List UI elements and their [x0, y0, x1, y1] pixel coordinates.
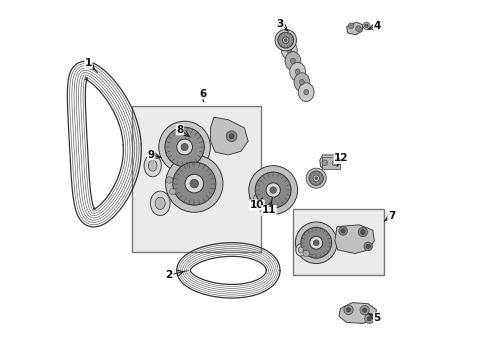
- Circle shape: [305, 168, 325, 188]
- Circle shape: [303, 250, 309, 257]
- Polygon shape: [319, 155, 340, 169]
- Circle shape: [277, 32, 293, 48]
- Ellipse shape: [293, 73, 309, 91]
- Text: 7: 7: [387, 211, 394, 221]
- Circle shape: [228, 134, 234, 139]
- Circle shape: [300, 227, 331, 258]
- Circle shape: [284, 39, 286, 41]
- Circle shape: [226, 131, 237, 141]
- Circle shape: [255, 172, 290, 208]
- Circle shape: [362, 308, 366, 312]
- Circle shape: [165, 155, 223, 212]
- Circle shape: [181, 143, 188, 150]
- Circle shape: [366, 317, 371, 321]
- Ellipse shape: [290, 58, 295, 64]
- Ellipse shape: [298, 83, 313, 102]
- Circle shape: [165, 177, 172, 183]
- Circle shape: [346, 308, 350, 312]
- Ellipse shape: [281, 41, 297, 59]
- Polygon shape: [334, 225, 373, 253]
- Text: 1: 1: [85, 58, 92, 68]
- Circle shape: [360, 230, 365, 234]
- Circle shape: [169, 188, 176, 195]
- Ellipse shape: [144, 154, 161, 177]
- Ellipse shape: [253, 194, 261, 204]
- Circle shape: [190, 179, 198, 188]
- Circle shape: [343, 305, 352, 315]
- Ellipse shape: [295, 69, 299, 75]
- Bar: [131, 107, 260, 252]
- Circle shape: [282, 37, 288, 43]
- Circle shape: [172, 162, 215, 205]
- Circle shape: [340, 229, 345, 233]
- Text: 6: 6: [199, 89, 206, 99]
- Circle shape: [312, 175, 319, 181]
- Circle shape: [176, 139, 192, 155]
- Ellipse shape: [150, 191, 170, 216]
- Polygon shape: [338, 303, 376, 323]
- Circle shape: [321, 160, 327, 166]
- Circle shape: [265, 183, 280, 197]
- Text: 4: 4: [373, 21, 380, 31]
- Circle shape: [159, 121, 210, 173]
- Ellipse shape: [299, 79, 304, 85]
- Circle shape: [364, 314, 373, 323]
- Text: 2: 2: [165, 270, 172, 280]
- Circle shape: [248, 166, 297, 215]
- Ellipse shape: [298, 247, 303, 253]
- Ellipse shape: [289, 62, 305, 81]
- Circle shape: [164, 127, 204, 167]
- Circle shape: [184, 174, 203, 193]
- Circle shape: [331, 160, 337, 166]
- Ellipse shape: [148, 160, 157, 171]
- Bar: [292, 209, 384, 275]
- Bar: [321, 157, 339, 168]
- Text: 8: 8: [176, 125, 183, 135]
- Circle shape: [363, 242, 372, 251]
- Circle shape: [357, 227, 367, 237]
- Circle shape: [314, 177, 317, 180]
- Circle shape: [309, 236, 322, 249]
- Circle shape: [313, 240, 319, 246]
- Circle shape: [355, 26, 361, 32]
- Circle shape: [274, 30, 296, 51]
- Text: 11: 11: [261, 206, 276, 216]
- Text: 12: 12: [333, 153, 348, 163]
- Circle shape: [295, 222, 336, 264]
- Ellipse shape: [295, 244, 305, 256]
- Ellipse shape: [249, 189, 264, 208]
- Circle shape: [359, 306, 368, 315]
- Ellipse shape: [285, 51, 300, 70]
- Text: 3: 3: [276, 19, 284, 29]
- Text: 5: 5: [373, 313, 380, 323]
- Text: 10: 10: [249, 200, 264, 210]
- Ellipse shape: [155, 197, 165, 210]
- Circle shape: [366, 244, 369, 248]
- Circle shape: [362, 22, 369, 30]
- Circle shape: [347, 23, 353, 29]
- Ellipse shape: [286, 48, 291, 53]
- Circle shape: [364, 24, 367, 28]
- Circle shape: [269, 187, 276, 193]
- Ellipse shape: [303, 89, 308, 95]
- Polygon shape: [210, 117, 247, 155]
- Circle shape: [308, 171, 323, 185]
- Text: 9: 9: [147, 150, 155, 160]
- Circle shape: [338, 226, 346, 235]
- Polygon shape: [346, 22, 362, 35]
